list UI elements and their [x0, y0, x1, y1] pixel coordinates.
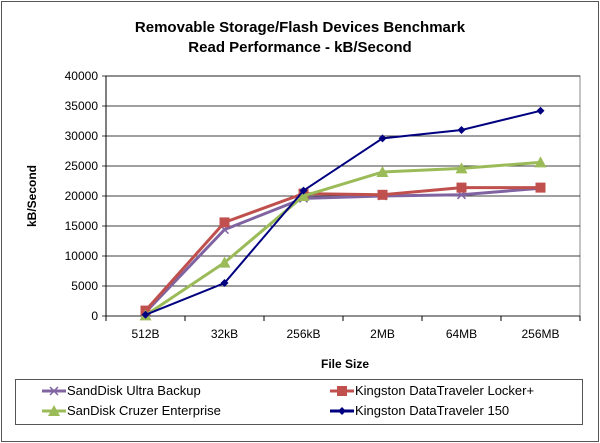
series-line-0 — [144, 186, 541, 314]
chart-title-line-1: Removable Storage/Flash Devices Benchmar… — [135, 19, 466, 36]
x-tick-label: 512B — [131, 327, 159, 341]
triangle-marker — [376, 166, 389, 177]
y-tick-label: 5000 — [71, 279, 98, 293]
series-line-3 — [145, 109, 541, 316]
y-tick-label: 10000 — [65, 249, 99, 263]
y-tick-label: 25000 — [65, 159, 99, 173]
legend-label: Kingston DataTraveler Locker+ — [355, 383, 535, 398]
x-marker — [49, 385, 59, 396]
y-tick-label: 15000 — [65, 219, 99, 233]
triangle-marker — [297, 190, 310, 201]
triangle-marker — [218, 256, 231, 268]
series-line-2 — [144, 160, 541, 317]
diamond-marker — [299, 186, 308, 195]
diamond-marker — [536, 106, 545, 115]
legend-item: Kingston DataTraveler 150 — [329, 403, 509, 418]
triangle-marker — [455, 162, 468, 174]
legend-label: SanDisk Cruzer Enterprise — [67, 403, 221, 418]
square-marker — [219, 217, 230, 228]
chart-title-line-2: Read Performance - kB/Second — [188, 39, 411, 56]
square-marker — [535, 182, 546, 193]
x-axis-label: File Size — [321, 357, 369, 371]
legend-item: SanDisk Cruzer Enterprise — [41, 403, 221, 418]
x-tick-label: 64MB — [446, 327, 477, 341]
y-tick-label: 35000 — [65, 99, 99, 113]
legend-swatch — [42, 404, 66, 416]
diamond-marker — [220, 279, 229, 287]
series-line-1 — [144, 186, 541, 312]
triangle-marker — [48, 404, 60, 416]
x-tick-label: 256kB — [286, 327, 320, 341]
y-tick-label: 30000 — [65, 129, 99, 143]
x-marker-stroke — [49, 385, 59, 396]
legend-swatch — [330, 385, 354, 396]
legend-item: Kingston DataTraveler Locker+ — [329, 383, 534, 398]
triangle-marker — [534, 156, 547, 168]
legend-label: SandDisk Ultra Backup — [67, 383, 201, 398]
legend-swatch — [330, 406, 354, 415]
x-tick-label: 32kB — [211, 327, 238, 341]
square-marker — [337, 385, 347, 396]
y-tick-label: 0 — [91, 309, 98, 323]
y-tick-label: 40000 — [65, 69, 99, 83]
diamond-marker — [378, 134, 387, 143]
square-marker — [456, 182, 467, 193]
legend-swatch — [42, 385, 66, 396]
y-tick-label: 20000 — [65, 189, 99, 203]
square-marker — [377, 189, 388, 200]
y-axis-label: kB/Second — [25, 165, 39, 227]
diamond-marker — [457, 126, 466, 134]
diamond-marker — [141, 310, 150, 319]
x-tick-label: 2MB — [370, 327, 395, 341]
x-tick-label: 256MB — [521, 327, 559, 341]
legend: SandDisk Ultra Backup Kingston DataTravel… — [15, 379, 583, 425]
diamond-marker — [338, 406, 346, 415]
legend-label: Kingston DataTraveler 150 — [355, 403, 510, 418]
legend-item: SandDisk Ultra Backup — [41, 383, 201, 398]
